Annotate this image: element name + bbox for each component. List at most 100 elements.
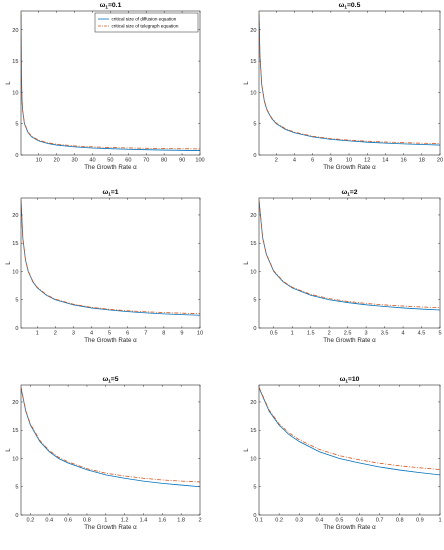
- diffusion-curve: [259, 387, 440, 476]
- x-tick-label: 80: [161, 158, 167, 164]
- title-value: =0.5: [347, 2, 361, 9]
- x-tick-label: 1.8: [177, 518, 185, 524]
- y-tick-label: 10: [250, 269, 256, 275]
- y-tick-label: 20: [12, 213, 18, 219]
- title-omega: ω: [102, 189, 108, 196]
- x-axis-label: The Growth Rate α: [323, 337, 376, 344]
- x-tick-label: 1: [291, 331, 294, 337]
- x-tick-label: 4: [293, 158, 296, 164]
- x-tick-label: 1: [104, 518, 107, 524]
- x-tick-label: 100: [195, 158, 204, 164]
- title-value: =0.1: [108, 2, 122, 9]
- y-tick-label: 10: [250, 456, 256, 462]
- x-axis-label: The Growth Rate α: [84, 164, 137, 171]
- x-tick-label: 1.6: [158, 518, 166, 524]
- x-tick-label: 1.2: [121, 518, 129, 524]
- diffusion-curve: [21, 14, 200, 151]
- legend: critical size of diffusion equation criti…: [94, 12, 199, 33]
- title-value: =1: [111, 189, 119, 196]
- y-tick-label: 0: [15, 513, 18, 519]
- x-tick-label: 2: [54, 331, 57, 337]
- y-axis-label: L: [243, 81, 250, 85]
- x-tick-label: 5: [438, 331, 441, 337]
- x-tick-label: 0.5: [270, 331, 278, 337]
- axes-box: [20, 10, 201, 156]
- x-tick-label: 0.8: [396, 518, 404, 524]
- y-tick-label: 10: [12, 90, 18, 96]
- subplot-title: ω1=0.1: [100, 2, 122, 10]
- y-tick-label: 20: [250, 213, 256, 219]
- title-value: =2: [350, 189, 358, 196]
- x-tick-label: 70: [143, 158, 149, 164]
- title-subscript: 1: [345, 379, 348, 384]
- title-subscript: 1: [108, 379, 111, 384]
- x-axis-label: The Growth Rate α: [323, 164, 376, 171]
- x-axis-label: The Growth Rate α: [84, 337, 137, 344]
- title-omega: ω: [100, 2, 106, 9]
- x-tick-label: 0.6: [64, 518, 72, 524]
- y-axis-label: L: [5, 261, 12, 265]
- y-tick-label: 15: [250, 241, 256, 247]
- axes-box: [20, 197, 201, 329]
- x-tick-label: 7: [144, 331, 147, 337]
- x-tick-label: 0.2: [275, 518, 283, 524]
- title-omega: ω: [102, 376, 108, 383]
- x-tick-label: 2: [275, 158, 278, 164]
- x-tick-label: 3: [72, 331, 75, 337]
- title-value: =5: [111, 376, 119, 383]
- y-tick-label: 10: [250, 90, 256, 96]
- axes-box: [20, 384, 201, 516]
- y-tick-label: 5: [253, 298, 256, 304]
- subplot-1: ω1=0.1 10 20 30 40 50 60 70 80 90 100 0 5 10 15 20 The G…: [5, 2, 205, 171]
- x-tick-label: 8: [329, 158, 332, 164]
- y-axis-label: L: [243, 448, 250, 452]
- x-tick-label: 3.5: [381, 331, 389, 337]
- diffusion-curve: [259, 14, 440, 146]
- x-tick-label: 30: [71, 158, 77, 164]
- y-tick-label: 10: [12, 269, 18, 275]
- x-tick-label: 6: [126, 331, 129, 337]
- y-tick-label: 5: [15, 298, 18, 304]
- y-tick-label: 0: [15, 153, 18, 159]
- legend-entry-label: critical size of diffusion equation: [112, 17, 177, 22]
- x-tick-label: 90: [179, 158, 185, 164]
- x-tick-label: 14: [382, 158, 388, 164]
- x-tick-label: 0.9: [416, 518, 424, 524]
- telegraph-curve: [21, 13, 200, 150]
- x-tick-label: 0.8: [83, 518, 91, 524]
- subplot-title: ω1=5: [102, 376, 118, 384]
- x-tick-label: 50: [107, 158, 113, 164]
- x-tick-label: 18: [419, 158, 425, 164]
- y-tick-label: 5: [15, 122, 18, 128]
- subplot-5: ω1=50.2 0.4 0.6 0.8 1 1.2 1.4 1.6 1.8 205101520Th…: [5, 376, 202, 531]
- x-tick-label: 0.3: [295, 518, 303, 524]
- axes-box: [258, 384, 441, 516]
- x-tick-label: 3: [365, 331, 368, 337]
- y-axis-label: L: [5, 448, 12, 452]
- y-tick-label: 5: [15, 485, 18, 491]
- x-tick-label: 8: [162, 331, 165, 337]
- diffusion-curve: [21, 200, 200, 316]
- title-subscript: 1: [344, 5, 347, 10]
- y-axis-label: L: [5, 81, 12, 85]
- x-tick-label: 1: [36, 331, 39, 337]
- subplot-title: ω1=2: [341, 189, 357, 197]
- diffusion-curve: [21, 387, 200, 488]
- telegraph-curve: [21, 387, 200, 483]
- y-tick-label: 15: [12, 59, 18, 65]
- title-subscript: 1: [108, 192, 111, 197]
- y-tick-label: 20: [250, 400, 256, 406]
- y-tick-label: 0: [253, 153, 256, 159]
- diffusion-curve: [259, 200, 440, 311]
- x-tick-label: 1.5: [307, 331, 315, 337]
- subplot-6: ω1=100.1 0.2 0.3 0.4 0.5 0.6 0.7 0.8 0.9 10510152…: [243, 376, 442, 531]
- legend-box: [94, 12, 199, 33]
- title-omega: ω: [340, 376, 346, 383]
- y-tick-label: 5: [253, 122, 256, 128]
- subplot-title: ω1=0.5: [339, 2, 361, 10]
- x-tick-label: 1: [438, 518, 441, 524]
- x-tick-label: 1.4: [140, 518, 148, 524]
- x-tick-label: 60: [125, 158, 131, 164]
- x-tick-label: 4: [401, 331, 404, 337]
